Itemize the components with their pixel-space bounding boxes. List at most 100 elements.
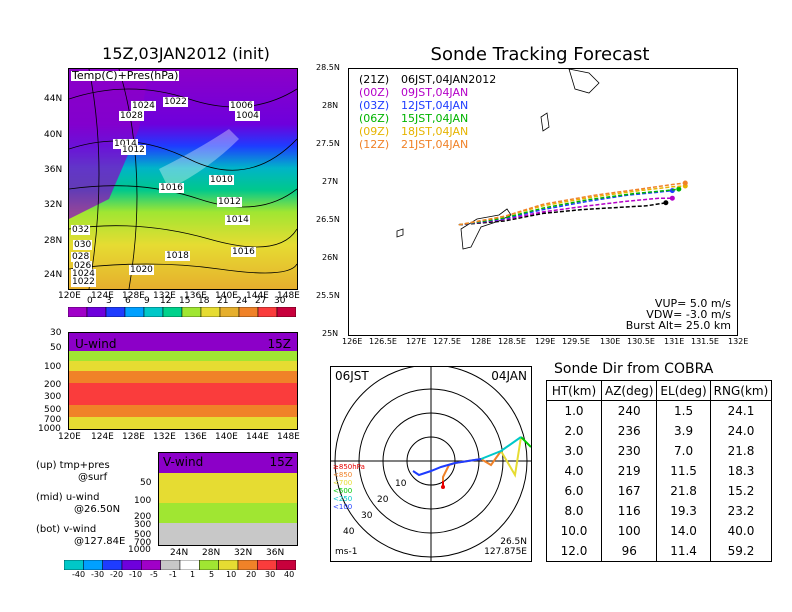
table-cell: 12.0	[546, 541, 602, 562]
table-cell: 40.0	[709, 521, 773, 541]
table-cell: 240	[600, 400, 658, 421]
colorbar-tick: 3	[106, 296, 112, 306]
u-x-tick: 140E	[215, 432, 238, 442]
lon-tick: 120E	[58, 291, 81, 301]
hodograph-svg	[331, 367, 531, 561]
hodo-ring-label: 10	[395, 479, 407, 489]
hodo-pressure-legend: <100	[333, 503, 353, 511]
track-legend-code: (21Z)	[359, 73, 390, 86]
pressure-label: 1006	[229, 101, 254, 111]
note-top: (bot) v-wind	[36, 524, 97, 535]
table-cell: 59.2	[709, 541, 773, 562]
lon-tick: 136E	[184, 291, 207, 301]
table-cell: 8.0	[546, 501, 602, 521]
hodograph-panel: 06JST 04JAN ms-1 26.5N 127.875E 10 20 30…	[330, 366, 532, 562]
pressure-label: 1016	[159, 183, 184, 193]
colorbar-tick: 0	[87, 296, 93, 306]
note-bottom: @surf	[78, 472, 108, 483]
param-vup: VUP= 5.0 m/s	[654, 297, 731, 310]
table-cell: 167	[600, 481, 658, 501]
pressure-label: 1020	[129, 265, 154, 275]
v-y-tick: 300	[134, 520, 152, 530]
colorbar-swatch	[83, 560, 103, 570]
u-wind-panel: U-wind 15Z	[68, 332, 298, 430]
table-cell: 3.0	[546, 441, 602, 461]
pressure-label: 1018	[165, 251, 190, 261]
wind-cbar-tick: -1	[169, 570, 177, 579]
colorbar-swatch	[121, 560, 142, 570]
hodo-ring-label: 40	[343, 527, 355, 537]
table-row: 1.0 240 1.5 24.1	[546, 400, 773, 421]
colorbar-swatch	[276, 560, 296, 570]
track-lon-tick: 130.5E	[627, 337, 655, 346]
colorbar-swatch	[181, 307, 202, 317]
track-legend-code: (00Z)	[359, 86, 390, 99]
lon-tick: 140E	[215, 291, 238, 301]
track-legend-label: 12JST,04JAN	[401, 99, 469, 112]
temp-map-label: Temp(C)+Pres(hPa)	[71, 69, 180, 82]
track-lon-tick: 127.5E	[433, 337, 461, 346]
wind-colorbar	[64, 560, 296, 570]
hodo-pressure-legend: <850	[333, 471, 353, 479]
track-lon-tick: 129E	[535, 337, 556, 346]
table-cell: 3.9	[656, 421, 711, 441]
param-burst: Burst Alt= 25.0 km	[625, 319, 731, 332]
track-lat-tick: 27N	[322, 177, 339, 186]
track-lon-tick: 131.5E	[691, 337, 719, 346]
v-x-tick: 24N	[170, 548, 189, 558]
sonde-track-line	[458, 185, 686, 226]
table-cell: 4.0	[546, 461, 602, 481]
lon-tick: 128E	[122, 291, 145, 301]
u-x-tick: 144E	[246, 432, 269, 442]
pressure-label: 026	[73, 261, 93, 271]
colorbar-tick: 15	[179, 296, 191, 306]
sonde-landing-point	[663, 200, 669, 206]
colorbar-tick: 21	[217, 296, 229, 306]
hodo-pressure-legend: ≥850hPa	[333, 463, 365, 471]
colorbar-swatch	[218, 560, 239, 570]
note-top: (up) tmp+pres	[36, 460, 110, 471]
track-lat-tick: 25N	[322, 329, 339, 338]
colorbar-tick: 27	[255, 296, 267, 306]
table-cell: 96	[600, 541, 658, 562]
v-y-tick: 100	[134, 496, 152, 506]
table-header: AZ(deg)	[600, 380, 658, 401]
track-lat-tick: 25.5N	[316, 291, 340, 300]
v-x-tick: 28N	[202, 548, 221, 558]
table-header: EL(deg)	[656, 380, 711, 401]
table-cell: 100	[600, 521, 658, 541]
table-row: 3.0 230 7.0 21.8	[546, 441, 773, 461]
hodo-pressure-legend: <700	[333, 479, 353, 487]
u-wind-label: U-wind	[75, 337, 117, 351]
lat-tick: 36N	[44, 165, 63, 175]
track-map-panel: (21Z) 06JST,04JAN2012 (00Z) 09JST,04JAN …	[348, 68, 738, 336]
track-legend-code: (03Z)	[359, 99, 390, 112]
lat-tick: 28N	[44, 236, 63, 246]
hodo-pressure-legend: <500	[333, 487, 353, 495]
u-y-tick: 200	[44, 380, 62, 390]
colorbar-swatch	[257, 307, 278, 317]
track-legend-code: (09Z)	[359, 125, 390, 138]
pressure-label: 1024	[71, 269, 96, 279]
colorbar-tick: 18	[198, 296, 210, 306]
colorbar-swatch	[124, 307, 145, 317]
colorbar-swatch	[179, 560, 200, 570]
track-legend-label: 21JST,04JAN	[401, 138, 469, 151]
temperature-colorbar	[68, 307, 296, 317]
track-legend-code: (12Z)	[359, 138, 390, 151]
u-y-tick: 700	[44, 415, 62, 425]
track-lat-tick: 27.5N	[316, 139, 340, 148]
pressure-label: 030	[73, 240, 93, 250]
colorbar-swatch	[68, 307, 88, 317]
island-coastline	[568, 69, 600, 94]
track-legend-label: 15JST,04JAN	[401, 112, 469, 125]
colorbar-swatch	[64, 560, 84, 570]
track-lat-tick: 28.5N	[316, 63, 340, 72]
pressure-label: 1024	[131, 101, 156, 111]
sonde-landing-point	[669, 195, 675, 201]
table-cell: 10.0	[546, 521, 602, 541]
wind-cbar-tick: -10	[129, 570, 143, 579]
lat-tick: 40N	[44, 130, 63, 140]
u-wind-svg	[69, 333, 297, 429]
u-x-tick: 124E	[91, 432, 114, 442]
